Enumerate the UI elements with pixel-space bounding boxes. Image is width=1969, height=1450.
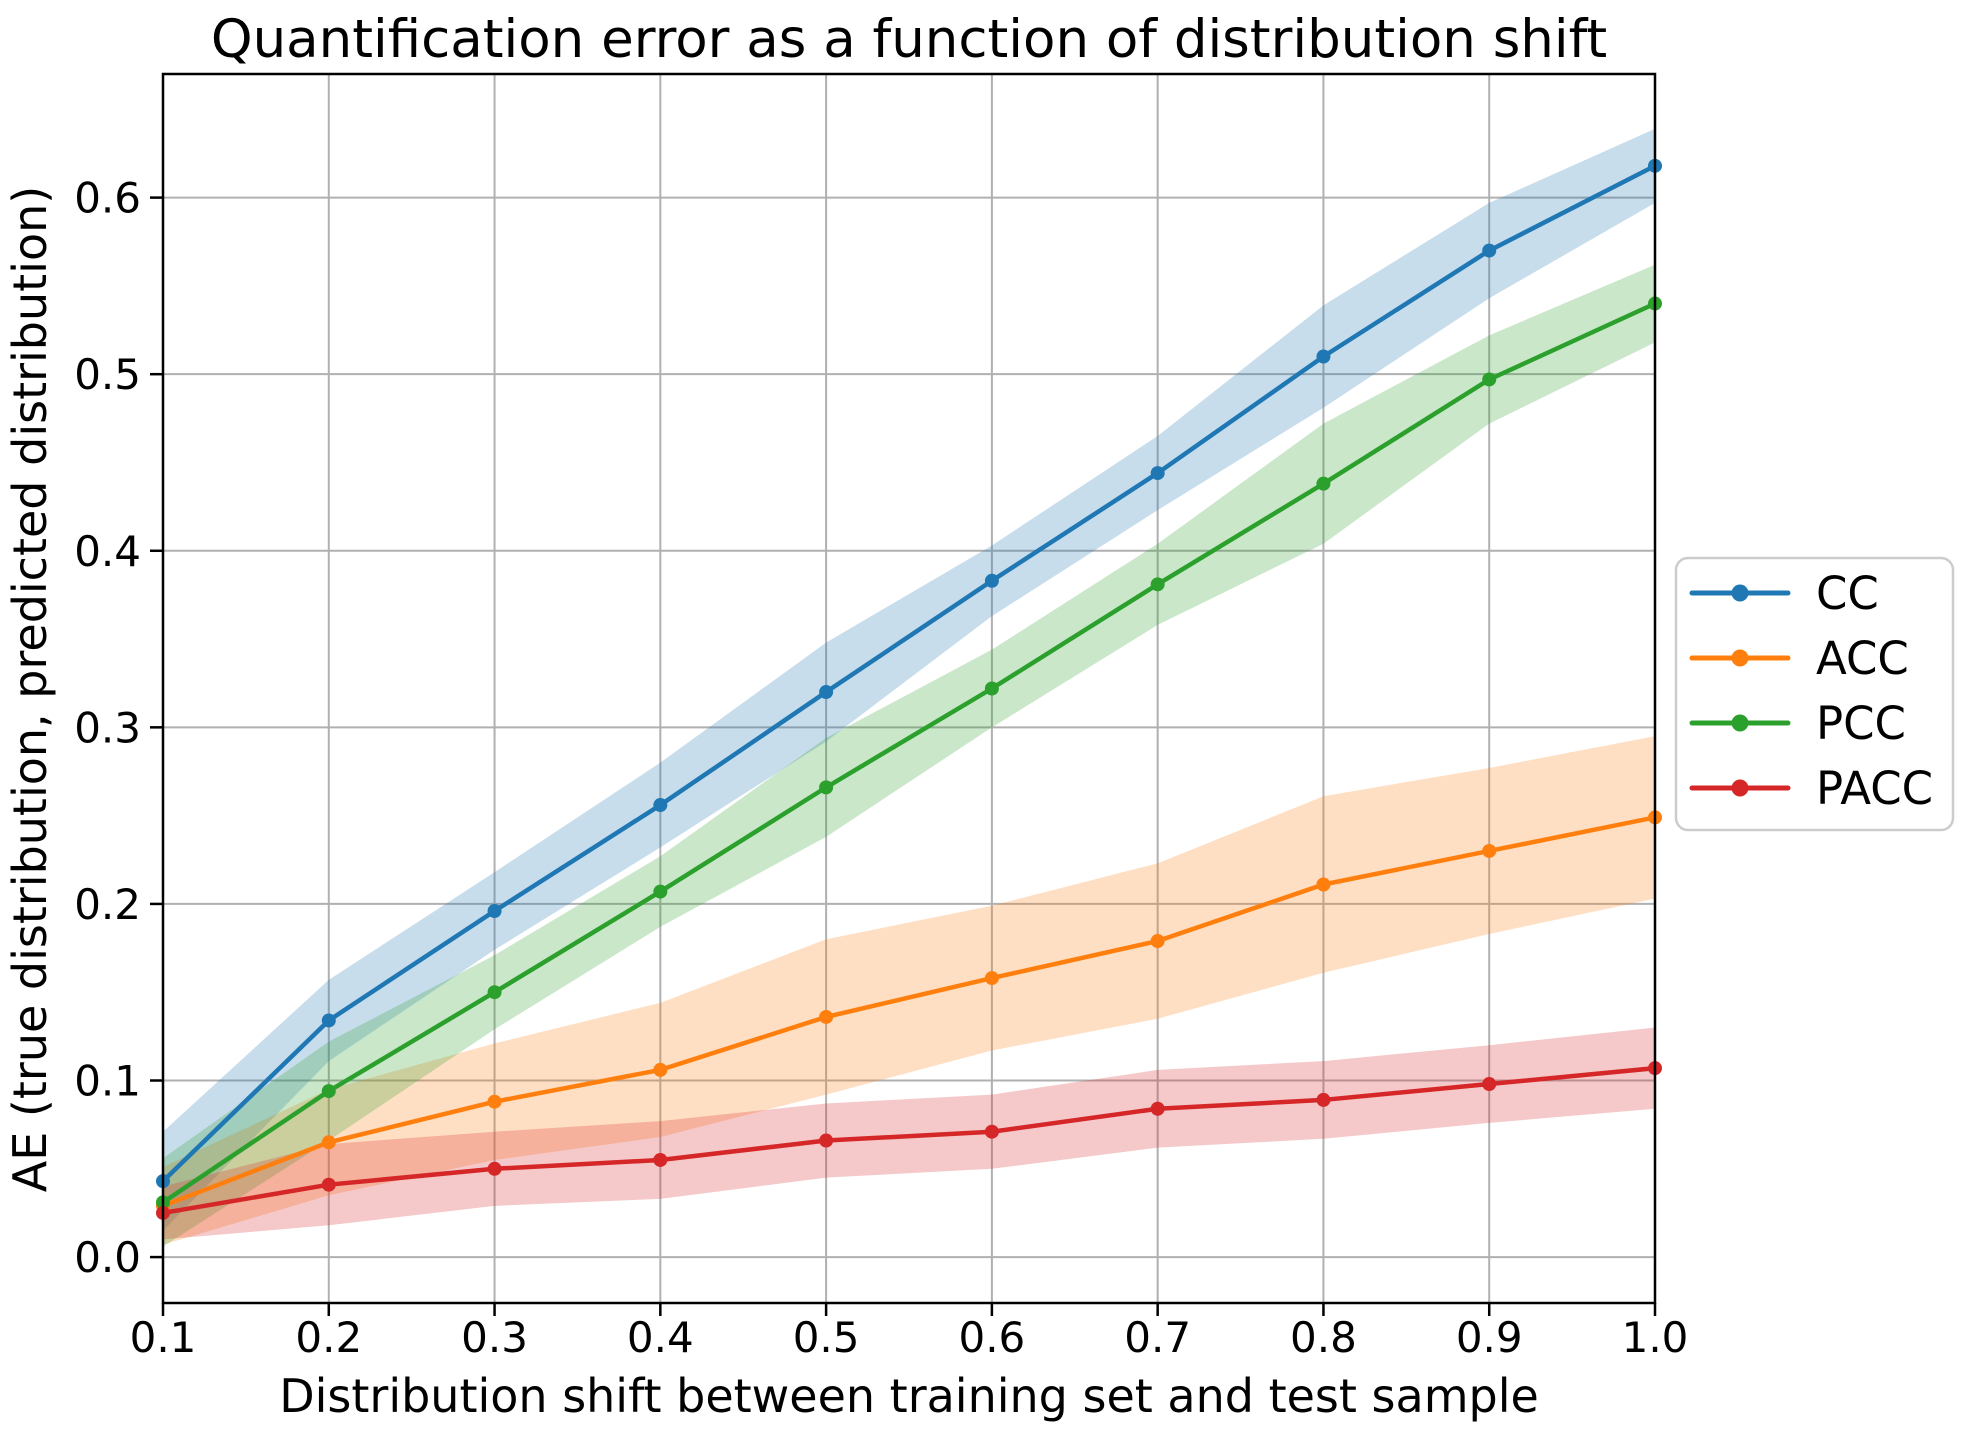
series-pcc: [156, 296, 1662, 1210]
y-tick-label: 0.5: [74, 350, 141, 399]
marker-pcc: [984, 681, 999, 696]
marker-cc: [984, 573, 999, 588]
marker-pacc: [819, 1133, 834, 1148]
legend-label: CC: [1816, 567, 1879, 620]
line-pacc: [160, 1065, 1658, 1216]
marker-acc: [1150, 934, 1165, 949]
marker-cc: [653, 798, 668, 813]
marker-pcc: [1150, 577, 1165, 592]
legend-marker-sample: [1731, 584, 1749, 602]
marker-pcc: [1482, 372, 1497, 387]
legend-item-acc: ACC: [1689, 632, 1909, 685]
x-tick-label: 1.0: [1622, 1313, 1689, 1362]
legend-marker-sample: [1731, 649, 1749, 667]
marker-acc: [1316, 877, 1331, 892]
line-pcc: [160, 301, 1658, 1205]
marker-pacc: [321, 1177, 336, 1192]
x-tick-label: 0.5: [793, 1313, 860, 1362]
legend-item-pcc: PCC: [1689, 697, 1906, 750]
marker-acc: [819, 1009, 834, 1024]
marker-pcc: [1316, 476, 1331, 491]
band-acc: [163, 736, 1655, 1245]
y-tick-label: 0.3: [74, 703, 141, 752]
marker-cc: [487, 903, 502, 918]
x-tick-label: 0.7: [1124, 1313, 1191, 1362]
x-tick-label: 0.1: [130, 1313, 197, 1362]
legend-label: PCC: [1816, 697, 1906, 750]
chart-title: Quantification error as a function of di…: [211, 9, 1607, 70]
x-tick-label: 0.6: [958, 1313, 1025, 1362]
x-tick-label: 0.4: [627, 1313, 694, 1362]
marker-pcc: [487, 985, 502, 1000]
marker-cc: [1316, 349, 1331, 364]
marker-cc: [1482, 243, 1497, 258]
line-acc: [160, 815, 1658, 1209]
band-cc: [163, 128, 1655, 1231]
marker-acc: [984, 971, 999, 986]
x-axis-label: Distribution shift between training set …: [279, 1369, 1539, 1423]
legend: CC ACC PCC PACC: [1674, 556, 1955, 832]
legend-label: PACC: [1816, 762, 1933, 815]
legend-box: [1674, 556, 1955, 832]
x-tick-label: 0.2: [295, 1313, 362, 1362]
y-tick-label: 0.4: [74, 527, 141, 576]
x-tick-label: 0.3: [461, 1313, 528, 1362]
legend-item-cc: CC: [1689, 567, 1879, 620]
marker-pacc: [1482, 1077, 1497, 1092]
y-tick-label: 0.6: [74, 174, 141, 223]
y-axis-label: AE (true distribution, predicted distrib…: [3, 186, 57, 1192]
marker-pacc: [984, 1124, 999, 1139]
marker-pacc: [653, 1152, 668, 1167]
marker-pcc: [321, 1084, 336, 1099]
y-tick-label: 0.2: [74, 880, 141, 929]
y-tick-label: 0.1: [74, 1057, 141, 1106]
legend-item-pacc: PACC: [1689, 762, 1933, 815]
marker-acc: [1482, 843, 1497, 858]
legend-label: ACC: [1816, 632, 1909, 685]
marker-pcc: [653, 884, 668, 899]
series-acc: [156, 810, 1662, 1213]
marker-acc: [487, 1094, 502, 1109]
axis-ticks: 0.1 0.2 0.3 0.4 0.5 0.6 0.7 0.8 0.9 1.0 0.0 0.1 0.2 0…: [74, 174, 1688, 1362]
series-cc: [156, 158, 1662, 1189]
y-tick-label: 0.0: [74, 1233, 141, 1282]
marker-cc: [321, 1013, 336, 1028]
plot-border: [161, 72, 1657, 1305]
marker-acc: [653, 1062, 668, 1077]
x-tick-label: 0.8: [1290, 1313, 1357, 1362]
marker-pacc: [1150, 1101, 1165, 1116]
marker-acc: [321, 1135, 336, 1150]
marker-cc: [819, 685, 834, 700]
legend-marker-sample: [1731, 714, 1749, 732]
line-cc: [160, 163, 1658, 1184]
legend-marker-sample: [1731, 779, 1749, 797]
marker-pacc: [487, 1161, 502, 1176]
x-tick-label: 0.9: [1456, 1313, 1523, 1362]
marker-cc: [1150, 466, 1165, 481]
confidence-bands: [163, 128, 1655, 1247]
band-pacc: [163, 1027, 1655, 1240]
marker-pcc: [819, 780, 834, 795]
marker-pacc: [1316, 1092, 1331, 1107]
